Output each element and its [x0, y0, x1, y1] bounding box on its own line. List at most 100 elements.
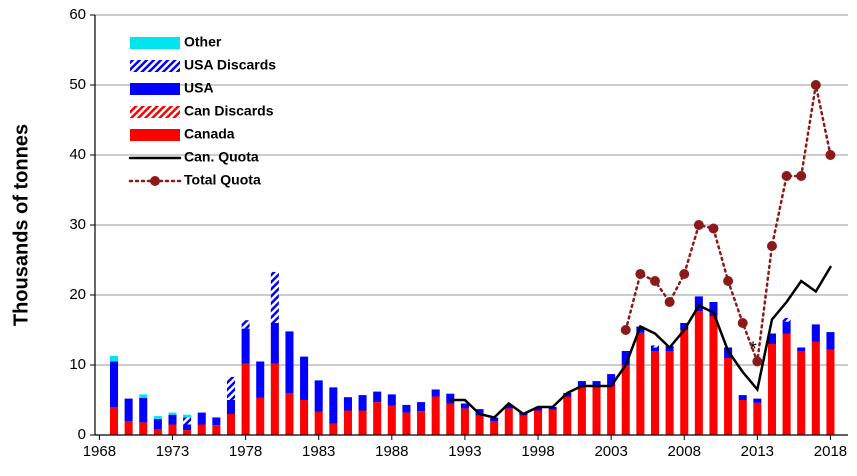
bar: [153, 416, 162, 419]
bar: [285, 393, 294, 435]
bar: [753, 398, 762, 403]
bar: [270, 271, 279, 323]
bar: [709, 316, 718, 435]
line-marker: [796, 171, 807, 181]
x-tick-label: 1993: [448, 443, 481, 460]
bar: [650, 351, 660, 435]
x-tick-label: 2008: [668, 443, 701, 460]
bar: [694, 311, 703, 435]
bar: [548, 407, 557, 410]
bar: [563, 396, 572, 435]
x-tick-label: 1978: [229, 443, 262, 460]
y-tick-label: 30: [69, 216, 86, 233]
bar: [592, 387, 601, 435]
bar: [168, 414, 177, 425]
bar: [124, 421, 133, 435]
bar: [534, 410, 543, 435]
bar: [680, 330, 689, 435]
bar: [270, 323, 279, 364]
bar: [738, 400, 747, 435]
bar: [811, 324, 820, 342]
bar: [826, 349, 835, 435]
bar: [417, 411, 426, 435]
bar: [329, 387, 338, 424]
bar: [767, 333, 776, 344]
bar: [797, 347, 806, 351]
legend-label: USA: [184, 80, 214, 96]
bar: [534, 407, 543, 411]
bar: [607, 386, 616, 435]
x-tick-label: 1988: [375, 443, 408, 460]
bar: [431, 396, 440, 435]
bar: [373, 391, 382, 403]
bar: [241, 320, 250, 329]
bar: [387, 394, 396, 406]
bar: [358, 395, 367, 411]
bar: [343, 397, 352, 411]
legend-swatch: [130, 129, 180, 141]
line-series: [449, 265, 832, 419]
bar: [139, 422, 148, 435]
line-marker: [723, 276, 734, 286]
bar: [109, 407, 119, 435]
bar: [490, 421, 499, 435]
bar: [446, 403, 455, 435]
bar: [724, 358, 733, 435]
y-tick-label: 40: [69, 146, 86, 163]
line-marker: [810, 80, 821, 90]
bar: [226, 376, 235, 400]
line-marker: [620, 325, 631, 335]
bar: [548, 409, 557, 435]
bar: [753, 402, 762, 435]
bar: [811, 341, 820, 435]
line-marker: [825, 150, 836, 160]
bar: [109, 361, 119, 407]
bar: [343, 410, 352, 435]
bar: [285, 331, 294, 393]
y-tick-label: 10: [69, 356, 86, 373]
bar: [183, 430, 192, 435]
bar: [241, 328, 250, 364]
bar: [300, 356, 309, 400]
bar: [168, 424, 177, 435]
bar: [650, 345, 660, 348]
y-tick-label: 20: [69, 286, 86, 303]
bar: [197, 412, 206, 425]
bar: [767, 344, 776, 435]
bar: [738, 395, 747, 400]
bar: [314, 380, 323, 412]
bar: [270, 363, 279, 435]
legend-label: Canada: [184, 126, 235, 142]
bar: [197, 424, 206, 435]
bar: [183, 414, 192, 418]
bar: [519, 415, 528, 435]
bar: [183, 424, 192, 431]
bar: [621, 365, 630, 435]
line-marker: [635, 269, 646, 279]
bar: [490, 417, 499, 421]
bar: [782, 321, 791, 334]
legend-label: Can Discards: [184, 103, 274, 119]
bar: [431, 389, 440, 397]
legend-swatch: [130, 106, 180, 118]
legend-label: Total Quota: [184, 172, 261, 188]
bar: [417, 402, 426, 412]
bar: [621, 351, 630, 365]
bar: [694, 296, 703, 312]
bar: [109, 355, 119, 362]
bar: [475, 409, 484, 416]
bar: [650, 347, 660, 351]
y-tick-label: 60: [69, 6, 86, 23]
bar: [402, 404, 411, 413]
line-marker: [693, 220, 704, 230]
legend-swatch: [130, 60, 180, 72]
line-marker: [664, 297, 675, 307]
x-tick-label: 1973: [156, 443, 189, 460]
y-axis-title: Thousands of tonnes: [10, 124, 32, 326]
x-tick-label: 2018: [814, 443, 847, 460]
line-marker: [649, 276, 660, 286]
x-tick-label: 2013: [741, 443, 774, 460]
bar: [797, 351, 806, 435]
bar: [124, 398, 133, 421]
